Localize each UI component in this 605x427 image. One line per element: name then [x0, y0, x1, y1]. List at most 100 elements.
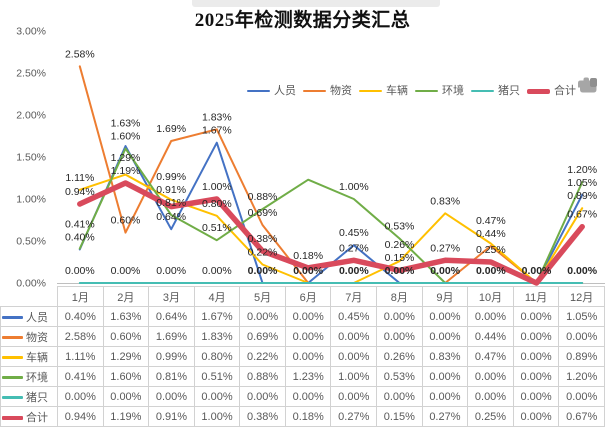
data-label: 0.00%	[156, 265, 186, 277]
legend-swatch-pigs	[471, 89, 494, 93]
table-row-supplies: 物资 2.58% 0.60% 1.69% 1.83% 0.69% 0.00% 0.00% 0.0…	[0, 326, 605, 347]
data-label: 1.63%	[111, 118, 141, 130]
table-value-cell: 1.11%	[57, 346, 104, 367]
table-key-swatch-supplies	[2, 336, 23, 339]
table-value-cell: 0.00%	[512, 366, 560, 387]
table-value-cell: 0.00%	[512, 326, 560, 347]
table-value-cell: 1.83%	[193, 326, 241, 347]
table-value-cell: 0.51%	[193, 366, 241, 387]
table-value-cell: 0.89%	[558, 346, 605, 367]
table-value-cell: 1.19%	[102, 406, 150, 427]
table-value-cell: 0.40%	[57, 306, 104, 327]
table-row-label-personnel: 人员	[0, 306, 58, 327]
table-value-cell: 0.00%	[558, 386, 605, 407]
data-label: 0.88%	[248, 191, 278, 203]
table-key-swatch-vehicles	[2, 356, 23, 359]
table-row-label-total: 合计	[0, 406, 58, 427]
table-row-pigs: 猪只 0.00% 0.00% 0.00% 0.00% 0.00% 0.00% 0.00% 0.0…	[0, 386, 605, 407]
data-label: 0.00%	[293, 265, 323, 277]
legend-item-supplies[interactable]: 物资	[303, 84, 352, 97]
table-month-header: 7月	[330, 286, 378, 307]
table-value-cell: 0.00%	[512, 406, 560, 427]
data-label: 0.81%	[156, 197, 186, 209]
data-label: 1.29%	[111, 152, 141, 164]
data-label: 0.00%	[65, 265, 95, 277]
legend-swatch-vehicles	[359, 89, 382, 93]
series-line-total[interactable]	[77, 180, 585, 286]
table-value-cell: 0.22%	[239, 346, 286, 367]
data-label: 0.27%	[339, 242, 369, 254]
data-label: 0.45%	[339, 227, 369, 239]
data-label: 0.83%	[430, 195, 460, 207]
data-label: 0.00%	[430, 265, 460, 277]
table-key-swatch-environment	[2, 376, 23, 379]
table-key-swatch-pigs	[2, 396, 23, 399]
table-value-cell: 0.00%	[148, 386, 195, 407]
legend-item-total[interactable]: 合计	[527, 85, 576, 97]
table-value-cell: 0.15%	[376, 406, 423, 427]
y-axis-label: 1.00%	[16, 194, 46, 206]
legend-item-environment[interactable]: 环境	[415, 85, 464, 97]
table-value-cell: 0.00%	[421, 306, 469, 327]
data-label: 0.00%	[111, 265, 141, 277]
table-value-cell: 2.58%	[57, 326, 104, 347]
data-label: 0.22%	[248, 247, 278, 259]
data-label: 0.25%	[476, 244, 506, 256]
legend-item-pigs[interactable]: 猪只	[471, 85, 520, 97]
table-month-header: 4月	[193, 286, 241, 307]
table-value-cell: 0.00%	[467, 366, 514, 387]
table-value-cell: 0.25%	[467, 406, 514, 427]
data-label: 0.00%	[522, 265, 552, 277]
table-month-header: 10月	[467, 286, 514, 307]
table-month-header: 12月	[558, 286, 605, 307]
data-label: 1.20%	[567, 164, 597, 176]
table-value-cell: 1.67%	[193, 306, 241, 327]
series-name: 人员	[26, 311, 48, 324]
data-label: 0.60%	[111, 215, 141, 227]
series-line-supplies[interactable]	[78, 65, 584, 284]
data-label: 0.00%	[385, 265, 415, 277]
y-axis-label: 2.00%	[16, 110, 46, 122]
table-value-cell: 0.00%	[330, 386, 378, 407]
table-value-cell: 0.91%	[148, 406, 195, 427]
table-value-cell: 0.80%	[193, 346, 241, 367]
data-label: 0.00%	[476, 265, 506, 277]
data-label: 0.89%	[567, 190, 597, 202]
data-label: 1.69%	[156, 123, 186, 135]
table-value-cell: 0.27%	[421, 406, 469, 427]
data-label: 1.83%	[202, 111, 232, 123]
table-month-header: 2月	[102, 286, 150, 307]
table-value-cell: 0.00%	[330, 346, 378, 367]
legend-label: 物资	[330, 84, 352, 97]
data-label: 0.00%	[202, 265, 232, 277]
data-label: 0.80%	[202, 198, 232, 210]
table-value-cell: 0.27%	[330, 406, 378, 427]
data-label: 0.40%	[65, 231, 95, 243]
legend-swatch-supplies	[303, 89, 326, 93]
mouse-cursor	[578, 77, 597, 93]
table-value-cell: 0.00%	[284, 326, 332, 347]
legend-label: 车辆	[386, 84, 408, 97]
legend-item-personnel[interactable]: 人员	[247, 85, 296, 97]
table-value-cell: 0.00%	[512, 346, 560, 367]
table-row-label-supplies: 物资	[0, 326, 58, 347]
data-label: 0.94%	[65, 186, 95, 198]
table-value-cell: 0.00%	[376, 386, 423, 407]
chart-data-table: 1月 2月 3月 4月 5月 6月 7月 8月 9月 10月 11月 12月 人员 0.40% 1.63% 0…	[0, 286, 605, 427]
table-value-cell: 0.81%	[148, 366, 195, 387]
table-value-cell: 1.69%	[148, 326, 195, 347]
y-axis-label: 0.00%	[16, 278, 46, 289]
table-value-cell: 0.00%	[239, 306, 286, 327]
table-value-cell: 0.00%	[467, 306, 514, 327]
table-value-cell: 1.00%	[330, 366, 378, 387]
data-label: 1.19%	[111, 165, 141, 177]
data-label: 0.27%	[430, 242, 460, 254]
table-month-header: 8月	[376, 286, 423, 307]
data-label: 0.44%	[476, 228, 506, 240]
legend-item-vehicles[interactable]: 车辆	[359, 84, 408, 97]
data-label: 0.64%	[156, 211, 186, 223]
data-label: 0.41%	[65, 218, 95, 230]
chart-title: 2025年检测数据分类汇总	[194, 10, 411, 31]
table-value-cell: 0.44%	[467, 326, 514, 347]
table-row-label-pigs: 猪只	[0, 386, 58, 407]
